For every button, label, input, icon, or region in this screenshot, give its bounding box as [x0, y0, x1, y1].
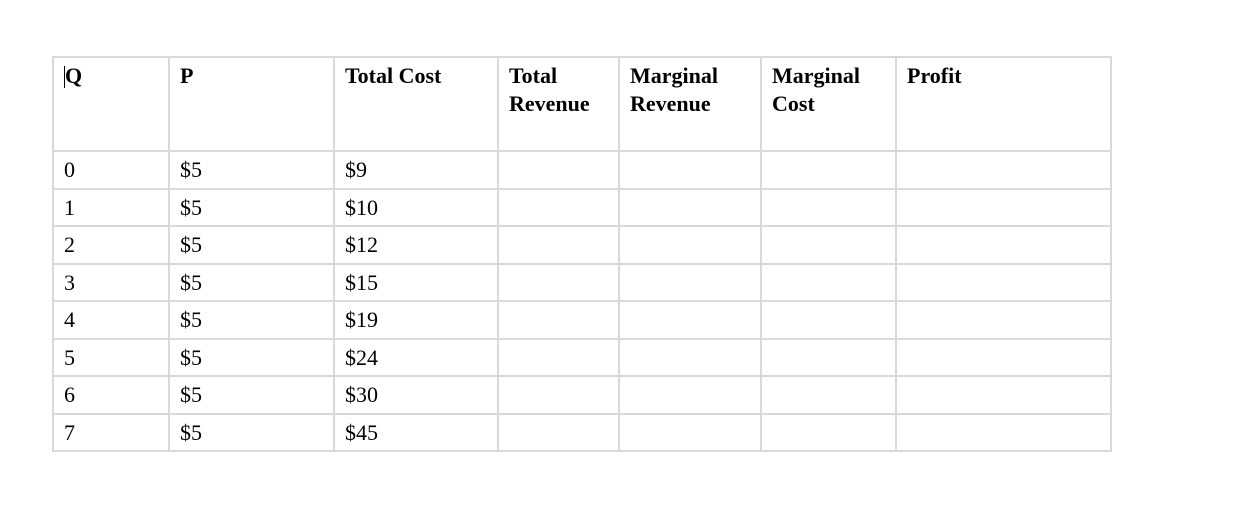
- cell-mc: [761, 151, 896, 189]
- cell-mc: [761, 226, 896, 264]
- header-label: Marginal Revenue: [630, 63, 718, 116]
- cell-mr: [619, 376, 761, 414]
- table-row: 1 $5 $10: [53, 189, 1111, 227]
- cell-profit: [896, 339, 1111, 377]
- table-row: 7 $5 $45: [53, 414, 1111, 452]
- table-row: 3 $5 $15: [53, 264, 1111, 302]
- cell-mc: [761, 301, 896, 339]
- cell-p: $5: [169, 414, 334, 452]
- cell-profit: [896, 414, 1111, 452]
- cell-p: $5: [169, 339, 334, 377]
- cell-mc: [761, 264, 896, 302]
- table-row: 4 $5 $19: [53, 301, 1111, 339]
- header-label: Total Revenue: [509, 63, 590, 116]
- cell-mr: [619, 226, 761, 264]
- header-label: Q: [65, 63, 82, 88]
- cell-p: $5: [169, 301, 334, 339]
- cell-mr: [619, 339, 761, 377]
- cell-mc: [761, 339, 896, 377]
- cell-profit: [896, 189, 1111, 227]
- table-body: 0 $5 $9 1 $5 $10 2 $5 $12: [53, 151, 1111, 451]
- header-cell-tc: Total Cost: [334, 57, 498, 151]
- cell-p: $5: [169, 151, 334, 189]
- cell-tc: $19: [334, 301, 498, 339]
- header-cell-tr: Total Revenue: [498, 57, 619, 151]
- cell-tr: [498, 414, 619, 452]
- header-label: Total Cost: [345, 63, 441, 88]
- cell-mr: [619, 151, 761, 189]
- cell-tr: [498, 189, 619, 227]
- cell-mr: [619, 301, 761, 339]
- cell-profit: [896, 226, 1111, 264]
- cell-mr: [619, 414, 761, 452]
- cell-q: 5: [53, 339, 169, 377]
- cell-p: $5: [169, 264, 334, 302]
- header-cell-q: Q: [53, 57, 169, 151]
- cell-q: 1: [53, 189, 169, 227]
- cell-tc: $9: [334, 151, 498, 189]
- cell-q: 6: [53, 376, 169, 414]
- header-cell-p: P: [169, 57, 334, 151]
- cell-mc: [761, 414, 896, 452]
- cell-p: $5: [169, 189, 334, 227]
- cell-tc: $24: [334, 339, 498, 377]
- cell-mc: [761, 189, 896, 227]
- cell-tr: [498, 301, 619, 339]
- header-cell-profit: Profit: [896, 57, 1111, 151]
- cell-mr: [619, 264, 761, 302]
- economics-table: Q P Total Cost Total Revenue Marginal Re…: [52, 56, 1112, 452]
- cell-tc: $30: [334, 376, 498, 414]
- table-row: 5 $5 $24: [53, 339, 1111, 377]
- cell-tr: [498, 339, 619, 377]
- table-row: 6 $5 $30: [53, 376, 1111, 414]
- header-label: P: [180, 63, 193, 88]
- cell-q: 7: [53, 414, 169, 452]
- cell-tc: $10: [334, 189, 498, 227]
- cell-q: 3: [53, 264, 169, 302]
- cell-p: $5: [169, 376, 334, 414]
- cell-profit: [896, 151, 1111, 189]
- cell-tc: $45: [334, 414, 498, 452]
- cell-tr: [498, 264, 619, 302]
- table-row: 0 $5 $9: [53, 151, 1111, 189]
- header-cell-mc: Marginal Cost: [761, 57, 896, 151]
- cell-profit: [896, 301, 1111, 339]
- header-label: Profit: [907, 63, 962, 88]
- table-row: 2 $5 $12: [53, 226, 1111, 264]
- cell-tr: [498, 376, 619, 414]
- header-row: Q P Total Cost Total Revenue Marginal Re…: [53, 57, 1111, 151]
- cell-profit: [896, 264, 1111, 302]
- page: Q P Total Cost Total Revenue Marginal Re…: [0, 0, 1242, 517]
- cell-tc: $12: [334, 226, 498, 264]
- cell-q: 0: [53, 151, 169, 189]
- header-cell-mr: Marginal Revenue: [619, 57, 761, 151]
- cell-tc: $15: [334, 264, 498, 302]
- cell-tr: [498, 151, 619, 189]
- cell-q: 4: [53, 301, 169, 339]
- cell-mr: [619, 189, 761, 227]
- table-head: Q P Total Cost Total Revenue Marginal Re…: [53, 57, 1111, 151]
- cell-profit: [896, 376, 1111, 414]
- cell-tr: [498, 226, 619, 264]
- cell-p: $5: [169, 226, 334, 264]
- cell-q: 2: [53, 226, 169, 264]
- header-label: Marginal Cost: [772, 63, 860, 116]
- cell-mc: [761, 376, 896, 414]
